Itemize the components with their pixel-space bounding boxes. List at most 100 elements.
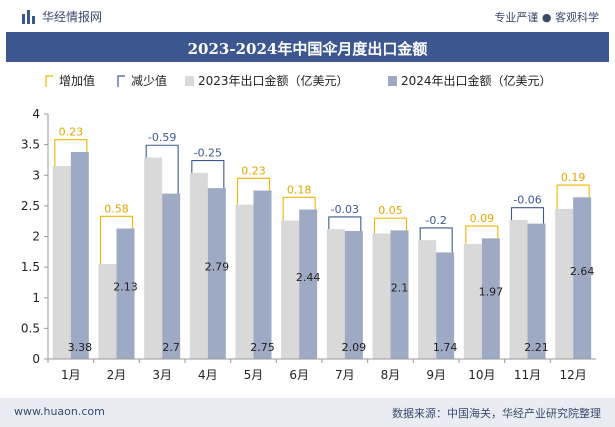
chart: 增加值 减少值 2023年出口金额（亿美元） 2024年出口金额（亿美元） 0 0.5 1… <box>21 73 596 382</box>
bar-2023 <box>463 243 482 359</box>
x-tick-label: 1月 <box>61 368 81 382</box>
bar-2024 <box>299 209 318 359</box>
y-tick-label: 0 <box>32 352 40 366</box>
x-tick-label: 4月 <box>198 368 218 382</box>
change-bracket <box>373 217 408 234</box>
change-bracket <box>191 160 225 189</box>
data-label-2024: 2.09 <box>342 341 367 354</box>
change-bracket <box>510 207 545 224</box>
bar-2024 <box>70 151 89 359</box>
data-label-2024: 2.44 <box>296 271 321 284</box>
change-label: -0.25 <box>194 147 222 160</box>
change-bracket <box>465 225 499 244</box>
brand-name: 华经情报网 <box>42 10 103 24</box>
y-tick-label: 3 <box>32 168 40 182</box>
data-label-2024: 2.64 <box>570 265 595 278</box>
change-bracket <box>419 227 453 253</box>
data-label-2024: 3.38 <box>68 341 93 354</box>
bar-2023 <box>98 264 117 359</box>
bar-2023 <box>326 229 345 359</box>
y-tick-label: 4 <box>32 107 40 121</box>
change-bracket <box>282 196 316 221</box>
bars: 3.38 0.23 2.13 0.58 2.7 -0.59 2.79 -0.25 2.75 0.2… <box>52 126 595 359</box>
bar-2024 <box>390 230 409 359</box>
x-tick-label: 9月 <box>426 368 446 382</box>
bar-2024 <box>481 238 500 359</box>
y-tick-label: 1 <box>32 291 40 305</box>
y-tick-label: 0.5 <box>21 321 40 335</box>
footer-source: 数据来源：中国海关，华经产业研究院整理 <box>392 407 601 420</box>
x-tick-label: 11月 <box>514 368 541 382</box>
legend-label-1: 增加值 <box>59 73 95 88</box>
x-tick-label: 12月 <box>560 368 587 382</box>
x-tick-label: 3月 <box>152 368 172 382</box>
change-bracket <box>328 216 362 231</box>
data-label-2024: 2.75 <box>250 341 275 354</box>
y-axis: 0 0.5 1 1.5 2 2.5 3 3.5 4 <box>21 107 49 366</box>
chart-title: 2023-2024年中国伞月度出口金额 <box>187 40 428 58</box>
bar-2024 <box>436 252 455 359</box>
change-bracket <box>54 139 88 167</box>
legend-marker-2 <box>117 75 125 87</box>
data-label-2024: 2.79 <box>205 260 230 273</box>
data-label-2024: 2.13 <box>113 281 138 294</box>
legend: 增加值 减少值 2023年出口金额（亿美元） 2024年出口金额（亿美元） <box>45 73 552 88</box>
brand-logo-icon <box>22 9 36 24</box>
data-label-2024: 1.97 <box>479 286 504 299</box>
y-tick-label: 2 <box>32 230 40 244</box>
legend-label-4: 2024年出口金额（亿美元） <box>401 73 552 88</box>
change-bracket <box>99 215 134 265</box>
change-label: -0.03 <box>331 203 359 216</box>
bar-2024 <box>344 230 363 359</box>
change-label: 0.19 <box>561 171 586 184</box>
legend-marker-4 <box>388 76 397 86</box>
bar-2023 <box>235 204 254 359</box>
bar-2023 <box>189 172 208 359</box>
change-bracket <box>236 177 271 205</box>
bar-2024 <box>527 223 546 359</box>
x-axis: 1月 2月 3月 4月 5月 6月 7月 8月 9月 10月 11月 12月 <box>47 358 596 382</box>
y-tick-label: 3.5 <box>21 138 40 152</box>
bar-2023 <box>509 219 528 359</box>
change-bracket <box>145 144 179 194</box>
change-label: 0.09 <box>470 212 495 225</box>
y-tick-label: 1.5 <box>21 260 40 274</box>
data-label-2024: 2.7 <box>162 341 180 354</box>
bar-2024 <box>116 228 135 359</box>
bar-2024 <box>162 193 181 359</box>
tagline: 专业严谨 ● 客观科学 <box>494 11 599 24</box>
footer: www.huaon.com 数据来源：中国海关，华经产业研究院整理 <box>0 398 615 427</box>
legend-label-2: 减少值 <box>131 73 167 88</box>
top-bar: 华经情报网 专业严谨 ● 客观科学 <box>0 0 615 32</box>
change-label: 0.23 <box>59 126 84 139</box>
change-label: 0.05 <box>378 204 403 217</box>
y-tick-label: 2.5 <box>21 199 40 213</box>
x-tick-label: 8月 <box>381 368 401 382</box>
x-tick-label: 7月 <box>335 368 355 382</box>
legend-label-3: 2023年出口金额（亿美元） <box>198 73 349 88</box>
bar-2023 <box>144 157 163 359</box>
change-label: -0.2 <box>425 214 446 227</box>
change-label: -0.59 <box>148 131 176 144</box>
bar-2023 <box>418 240 437 359</box>
x-tick-label: 10月 <box>468 368 495 382</box>
legend-marker-1 <box>45 75 53 87</box>
data-label-2024: 2.21 <box>524 341 549 354</box>
change-label: 0.18 <box>287 183 312 196</box>
bar-2023 <box>555 208 574 359</box>
change-label: 0.58 <box>104 202 129 215</box>
bar-2023 <box>281 220 300 359</box>
bar-2024 <box>253 190 272 359</box>
brand: 华经情报网 <box>22 8 102 25</box>
bar-2024 <box>207 188 226 359</box>
change-bracket <box>556 184 590 209</box>
data-label-2024: 1.74 <box>433 341 458 354</box>
change-label: 0.23 <box>241 164 266 177</box>
change-label: -0.06 <box>513 194 541 207</box>
footer-website: www.huaon.com <box>14 405 105 418</box>
title-bar: 2023-2024年中国伞月度出口金额 <box>6 32 609 62</box>
x-tick-label: 2月 <box>107 368 127 382</box>
data-label-2024: 2.1 <box>391 282 409 295</box>
legend-marker-3 <box>185 76 194 86</box>
x-tick-label: 6月 <box>289 368 309 382</box>
